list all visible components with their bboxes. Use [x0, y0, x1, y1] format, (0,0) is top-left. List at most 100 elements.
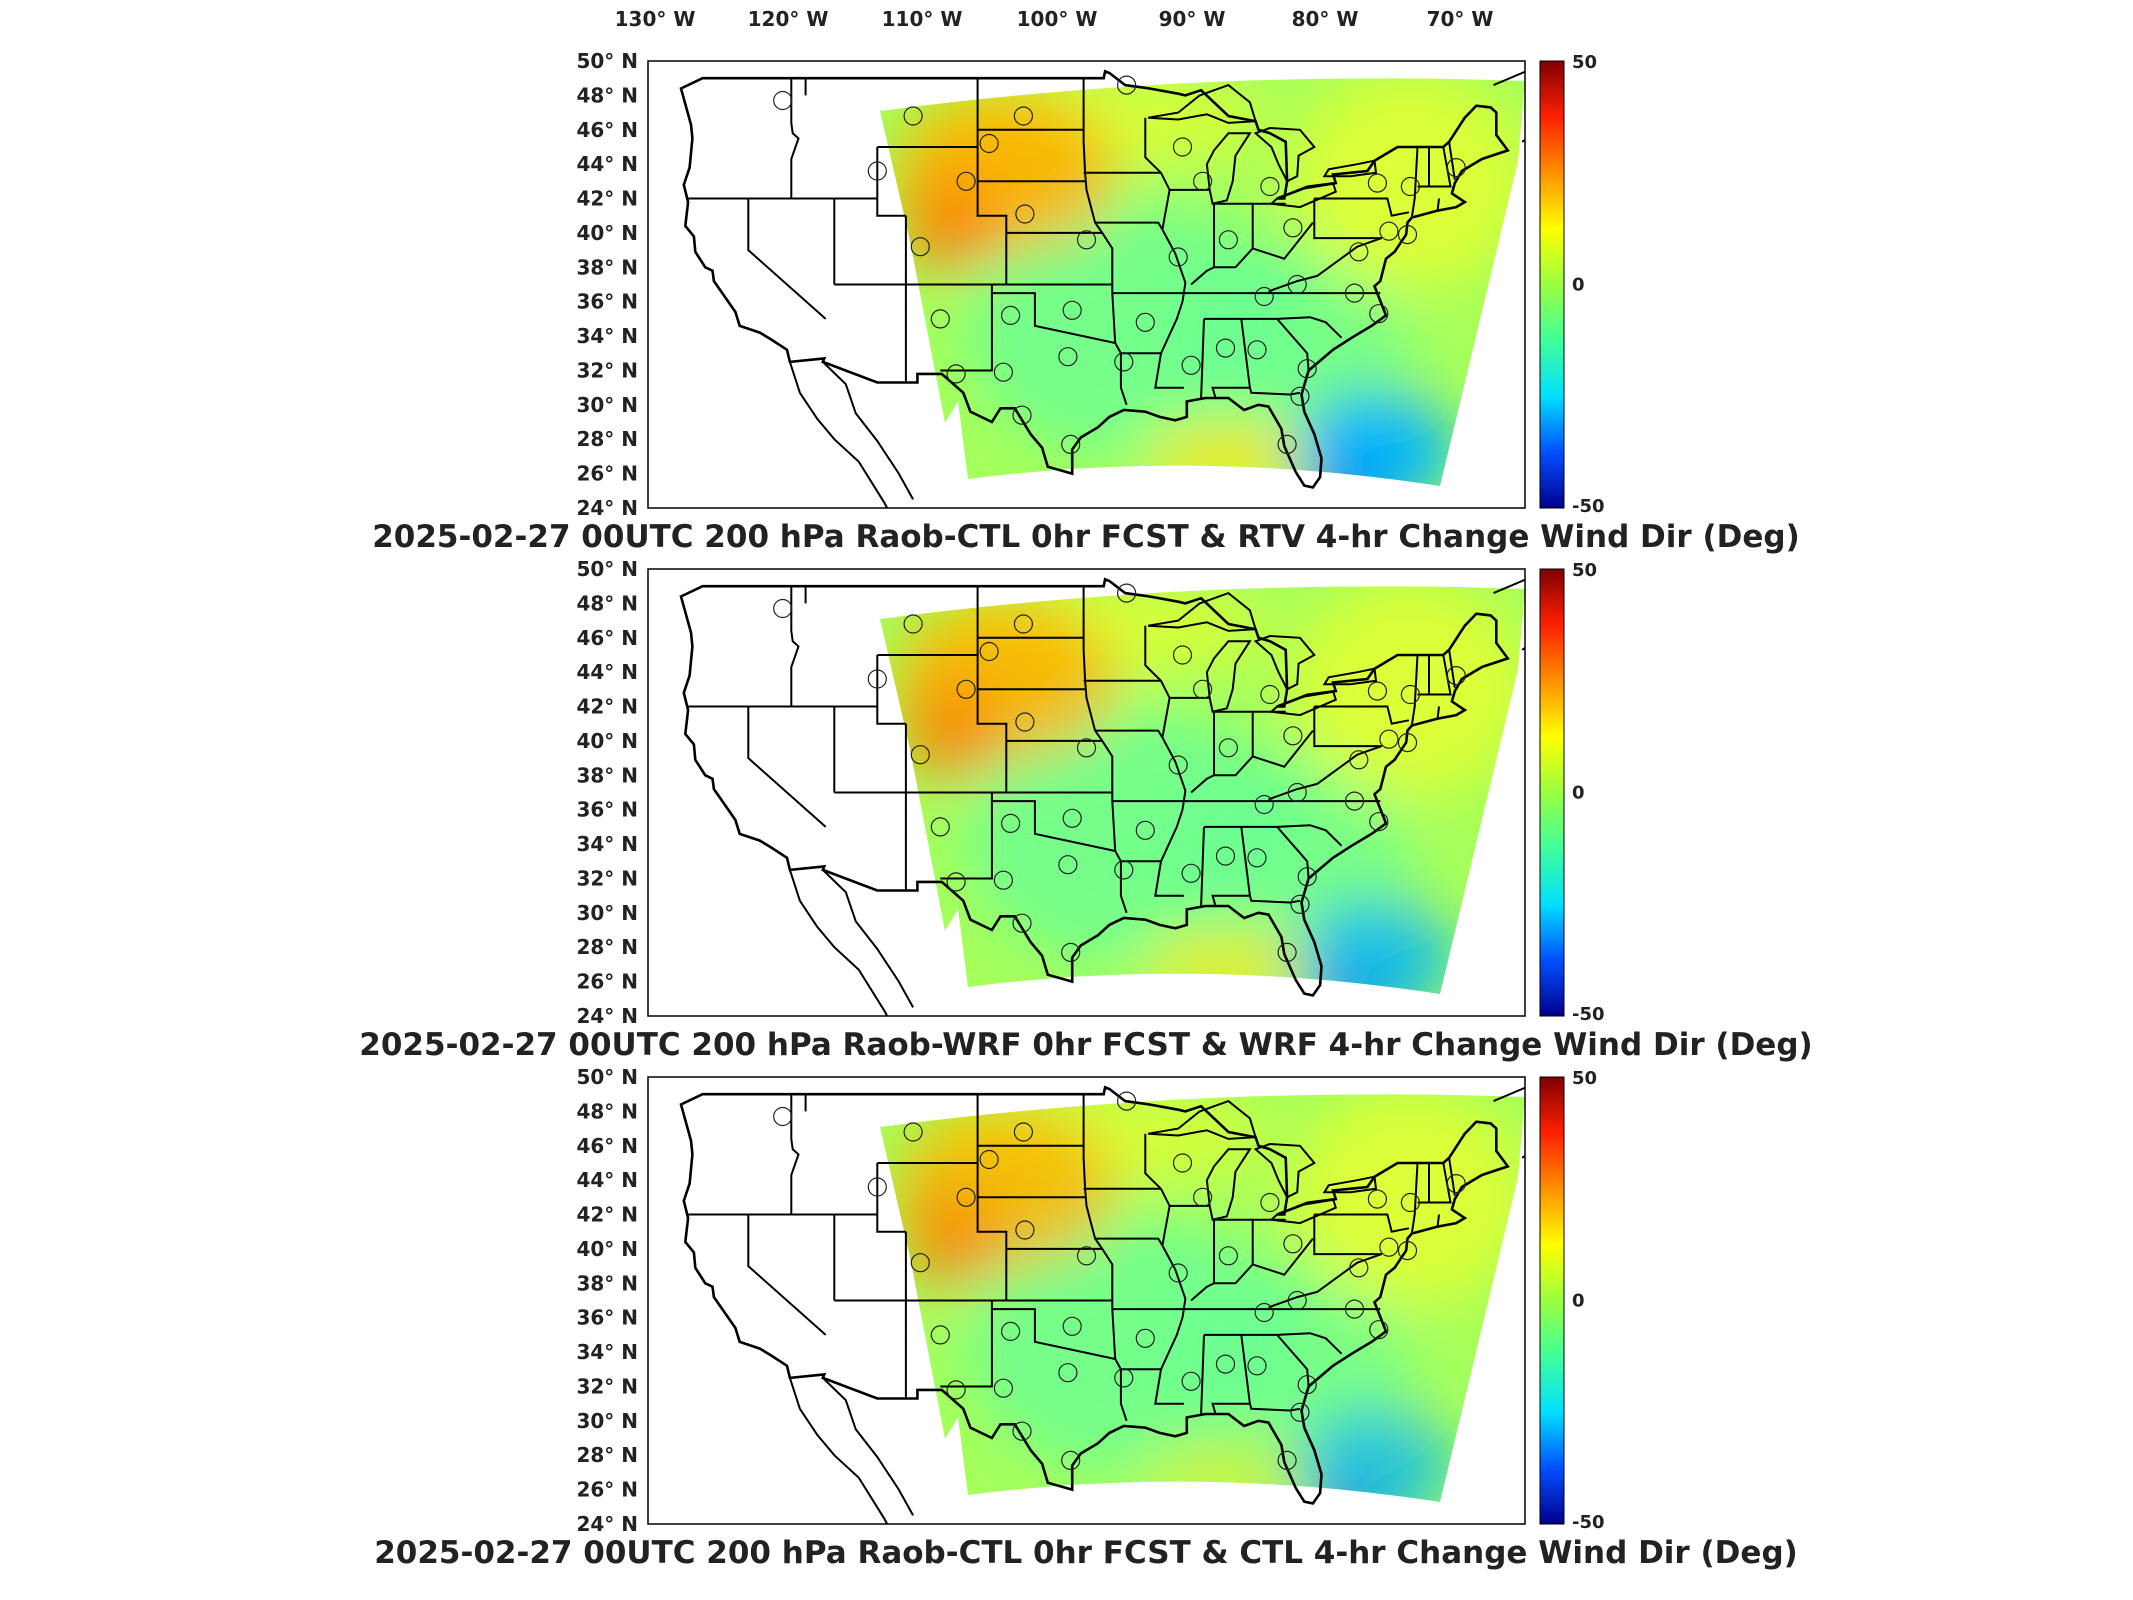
- raob-station-marker: [1400, 684, 1421, 705]
- state-border: [1190, 711, 1215, 794]
- raob-station-marker: [1012, 1421, 1032, 1441]
- raob-station-marker: [1283, 726, 1303, 746]
- raob-station-marker: [1058, 1363, 1078, 1383]
- longitude-label: 110° W: [882, 7, 963, 31]
- state-border: [1313, 1214, 1382, 1256]
- state-border: [1190, 1219, 1215, 1302]
- state-border: [1276, 318, 1310, 371]
- raob-station-marker: [1260, 684, 1280, 705]
- raob-station-marker: [1172, 645, 1193, 665]
- latitude-label: 28° N: [576, 427, 638, 451]
- map-frame: [647, 1076, 1526, 1525]
- raob-station-marker: [1076, 738, 1097, 758]
- raob-station-marker: [1446, 158, 1466, 178]
- latitude-label: 36° N: [576, 798, 638, 822]
- raob-station-marker: [1215, 338, 1236, 358]
- latitude-label: 34° N: [576, 832, 638, 856]
- raob-stations: [773, 75, 1466, 454]
- state-border: [1248, 387, 1301, 396]
- colorbar-tick-label: 0: [1572, 1291, 1585, 1312]
- latitude-label: 46° N: [576, 118, 638, 142]
- raob-station-marker: [1277, 434, 1297, 454]
- raob-station-marker: [903, 106, 923, 126]
- raob-station-marker: [1397, 732, 1418, 753]
- state-border: [1214, 711, 1254, 777]
- raob-station-marker: [1290, 1402, 1310, 1422]
- gulf-california-coast: [822, 1377, 914, 1516]
- raob-station-marker: [1116, 583, 1137, 603]
- raob-station-marker: [1114, 352, 1134, 372]
- raob-station-marker: [1297, 867, 1317, 887]
- raob-station-marker: [1218, 1246, 1239, 1266]
- state-border: [1211, 1334, 1252, 1415]
- latitude-label: 50° N: [576, 1065, 638, 1089]
- state-border: [1082, 78, 1128, 406]
- raob-station-marker: [1369, 304, 1389, 324]
- raob-station-marker: [1247, 340, 1267, 360]
- state-border: [1248, 895, 1301, 904]
- colorbar: 50 0 -50: [1539, 560, 1605, 1025]
- latitude-labels: 50° N 48° N 46° N 44° N 42° N 40° N 38° N 36° N…: [576, 1065, 638, 1536]
- raob-station-marker: [1181, 355, 1201, 375]
- raob-station-marker: [956, 171, 976, 191]
- latitude-label: 48° N: [576, 591, 638, 615]
- raob-station-marker: [1135, 312, 1155, 332]
- longitude-label: 90° W: [1159, 7, 1226, 31]
- latitude-label: 36° N: [576, 1306, 638, 1330]
- raob-station-marker: [773, 598, 793, 619]
- raob-station-marker: [979, 133, 999, 154]
- great-lake: [1269, 1197, 1338, 1225]
- great-lake: [1322, 667, 1378, 686]
- raob-station-marker: [1215, 846, 1236, 866]
- raob-station-marker: [1114, 1368, 1134, 1388]
- longitude-label: 80° W: [1292, 7, 1359, 31]
- raob-station-marker: [1061, 434, 1081, 454]
- map-panels: 50° N 48° N 46° N 44° N 42° N 40° N 38° N 36° N…: [359, 49, 1812, 1571]
- raob-station-marker: [1369, 812, 1389, 832]
- state-border: [1211, 318, 1252, 399]
- raob-station-marker: [1397, 225, 1418, 245]
- great-lake: [1205, 640, 1252, 713]
- state-border: [1248, 1403, 1301, 1412]
- state-border: [1120, 1368, 1184, 1405]
- state-border: [747, 706, 827, 828]
- raob-station-marker: [1076, 230, 1097, 250]
- panel-title: 2025-02-27 00UTC 200 hPa Raob-CTL 0hr FC…: [372, 519, 1800, 555]
- latitude-label: 24° N: [576, 496, 638, 520]
- raob-station-marker: [1062, 808, 1082, 828]
- st-lawrence-coast: [1493, 578, 1525, 595]
- state-border: [1410, 146, 1419, 218]
- latitude-label: 42° N: [576, 695, 638, 719]
- latitude-label: 34° N: [576, 324, 638, 348]
- latitude-label: 24° N: [576, 1512, 638, 1536]
- raob-station-marker: [1344, 1299, 1365, 1319]
- state-border: [1410, 654, 1419, 726]
- raob-station-marker: [1344, 283, 1365, 303]
- great-lake: [1205, 132, 1252, 205]
- raob-station-marker: [1012, 913, 1032, 933]
- state-border: [1436, 1214, 1440, 1227]
- raob-station-marker: [1013, 1122, 1034, 1142]
- raob-station-marker: [930, 817, 950, 837]
- raob-station-marker: [1181, 1371, 1201, 1391]
- raob-station-marker: [1400, 1192, 1421, 1213]
- raob-station-marker: [773, 1106, 793, 1127]
- state-border: [1436, 706, 1440, 719]
- st-lawrence-coast: [1493, 1086, 1525, 1103]
- state-border: [1095, 729, 1187, 862]
- state-border: [790, 78, 800, 199]
- baja-coast: [788, 361, 889, 508]
- raob-station-marker: [1247, 848, 1267, 868]
- state-border: [1144, 1133, 1210, 1207]
- raob-station-marker: [773, 90, 793, 111]
- map-frame: [647, 568, 1526, 1017]
- latitude-label: 28° N: [576, 1443, 638, 1467]
- state-border: [1120, 860, 1184, 897]
- longitude-labels: 130° W 120° W 110° W 100° W 90° W 80° W 70° W: [615, 7, 1494, 31]
- colorbar-tick-label: 50: [1572, 560, 1597, 581]
- raob-station-marker: [1344, 791, 1365, 811]
- raob-station-marker: [979, 1149, 999, 1170]
- raob-station-marker: [1135, 820, 1155, 840]
- raob-station-marker: [1192, 171, 1213, 191]
- raob-station-marker: [1062, 300, 1082, 320]
